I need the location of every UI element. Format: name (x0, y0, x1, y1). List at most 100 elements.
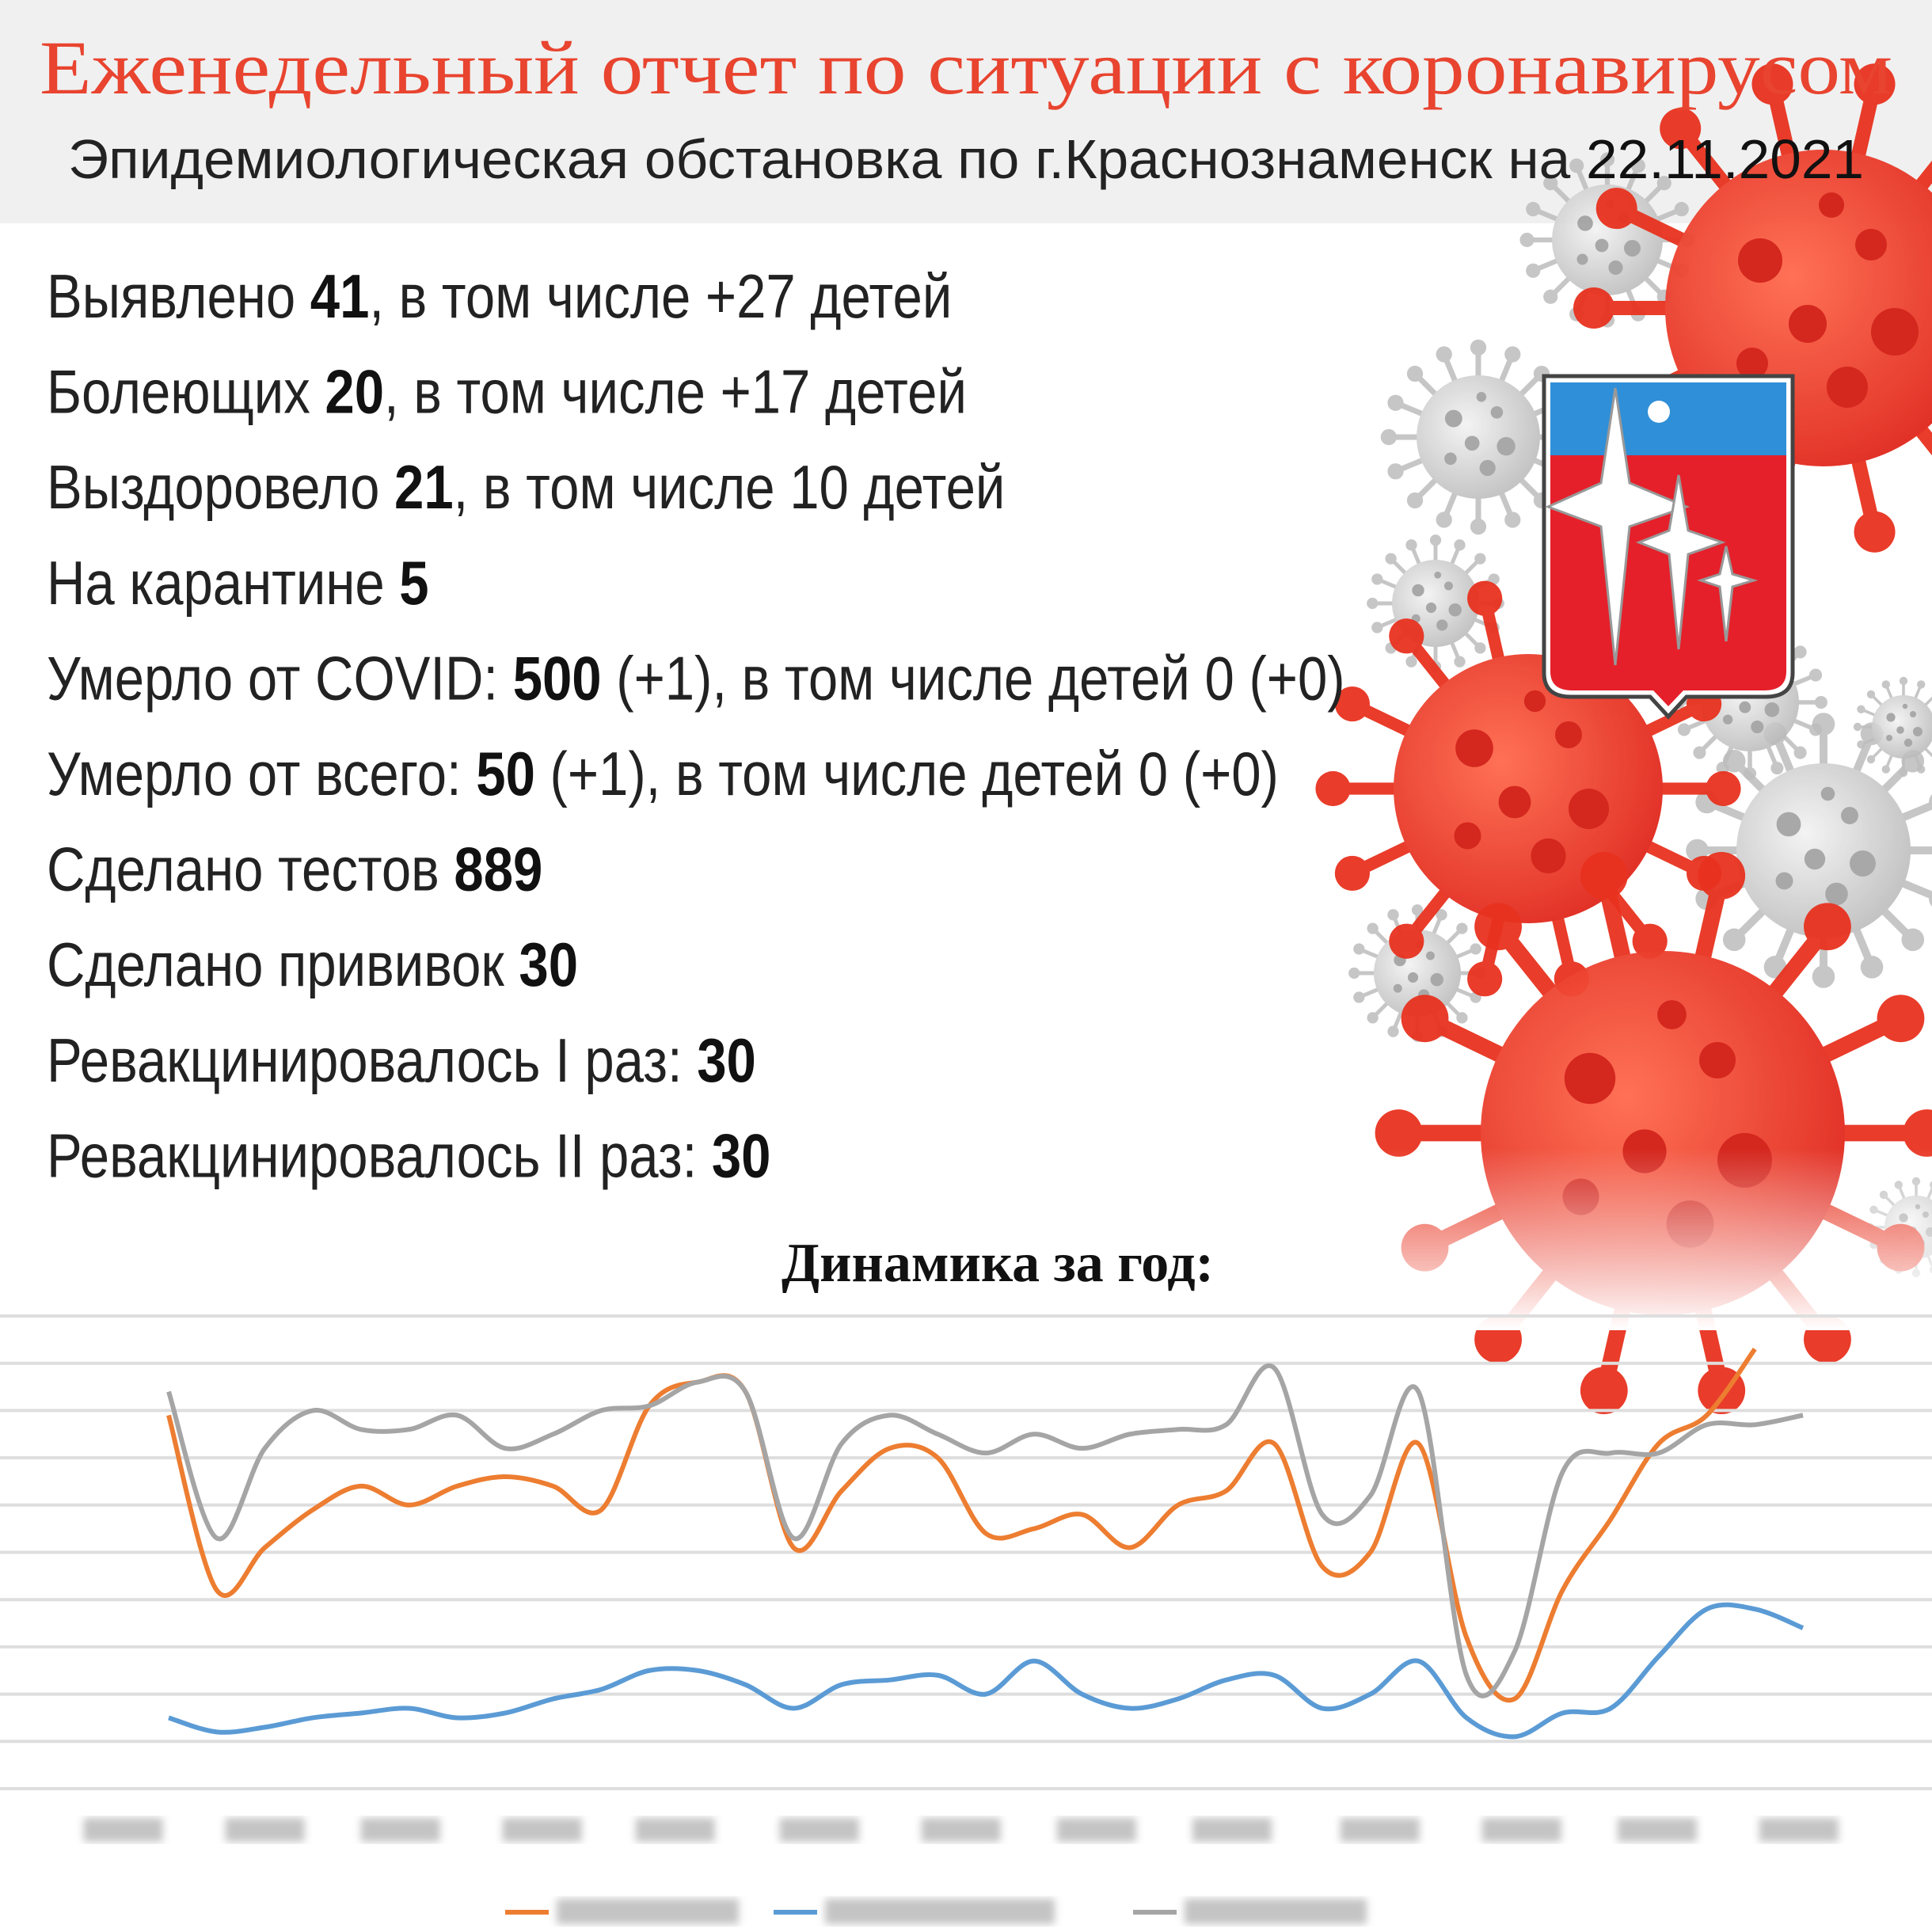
spike-tip (1474, 642, 1486, 654)
spike-tip (1630, 158, 1645, 173)
virus-spot (1479, 459, 1496, 477)
blurred-x-label (360, 1818, 440, 1842)
virus-spot (1436, 619, 1448, 631)
spike-tip (1411, 904, 1424, 916)
blurred-x-label (1056, 1818, 1136, 1842)
virus-spot (1426, 951, 1435, 960)
virus-body (1417, 375, 1540, 499)
virus-spot (1476, 392, 1487, 402)
virus-spot (1855, 229, 1887, 261)
stat-value: 20 (325, 358, 384, 427)
spike-tip (1866, 690, 1876, 699)
spike-tip (1543, 289, 1558, 304)
spike-tip (1853, 722, 1862, 732)
spike-tip (1387, 463, 1404, 480)
spike-tip (1371, 622, 1383, 633)
stat-line: На карантине 5 (47, 549, 429, 618)
spike-tip (1903, 1109, 1932, 1157)
blurred-x-label (635, 1818, 715, 1842)
stat-line: Выявлено 41, в том числе +27 детей (47, 262, 952, 331)
chart (0, 1314, 1932, 1924)
spike-tip (1677, 723, 1691, 736)
spike-tip (1519, 232, 1535, 248)
virus-spot (1820, 786, 1835, 801)
blurred-x-label (1481, 1818, 1561, 1842)
virus-spot (1841, 807, 1858, 824)
stat-line: Умерло от COVID: 500 (+1), в том числе д… (47, 645, 1345, 713)
stat-label: Умерло от всего: (47, 740, 476, 808)
date: 22.11.2021 (1586, 128, 1864, 190)
spike-tip (1436, 512, 1452, 528)
spike-tip (1401, 995, 1449, 1043)
spike-tip (1488, 573, 1500, 585)
spike-tip (1656, 176, 1671, 191)
virus-spot (1490, 406, 1504, 419)
spike-tip (1693, 746, 1706, 759)
spike-tip (1353, 991, 1365, 1003)
blurred-x-label (225, 1818, 305, 1842)
stat-rest: , в том числе +17 детей (384, 358, 967, 427)
spike-tip (1467, 580, 1503, 616)
virus-spot (1699, 1042, 1736, 1078)
virus-spot (1871, 308, 1919, 356)
spike-tip (1580, 851, 1628, 899)
virus-spot (1564, 1052, 1616, 1105)
stat-value: 5 (399, 549, 428, 618)
spike-tip (1877, 995, 1925, 1043)
blurred-legend-label (825, 1899, 1055, 1924)
spike-tip (1854, 63, 1896, 105)
spike-tip (1456, 922, 1468, 934)
stat-line: Болеющих 20, в том числе +17 детей (47, 358, 967, 427)
spike-tip (1504, 512, 1521, 528)
stat-value: 889 (454, 835, 542, 904)
virus-spot (1819, 192, 1844, 218)
virus-spot (1776, 812, 1801, 837)
blurred-x-label (502, 1818, 582, 1842)
spike-tip (1793, 645, 1807, 659)
stat-line: Сделано тестов 889 (47, 835, 542, 904)
spike-tip (1405, 656, 1417, 667)
spike-tip (1929, 794, 1932, 810)
stat-rest: (+1), в том числе детей 0 (+0) (602, 645, 1345, 713)
blurred-x-label (1192, 1818, 1272, 1842)
spike-tip (1526, 202, 1541, 217)
virus-spot (1751, 720, 1764, 734)
blurred-x-label (1340, 1818, 1420, 1842)
spike-tip (1857, 740, 1865, 749)
spike-tip (1474, 553, 1486, 565)
spike-tip (1580, 1367, 1628, 1415)
virus-spot (1789, 305, 1827, 343)
spike-tip (1632, 923, 1668, 959)
virus-spot (1455, 729, 1493, 767)
spike-tip (1348, 967, 1360, 979)
spike-tip (1812, 965, 1835, 988)
spike-tip (1380, 428, 1398, 446)
spike-tip (1899, 676, 1908, 686)
virus-spot (1555, 721, 1582, 748)
stat-value: 50 (476, 740, 535, 808)
stat-label: Ревакцинировалось I раз: (47, 1026, 697, 1095)
spike-tip (1367, 597, 1379, 610)
spike-tip (1808, 668, 1823, 682)
virus-spot (1903, 738, 1913, 747)
spike-tip (1698, 851, 1746, 899)
stat-line: Ревакцинировалось I раз: 30 (47, 1026, 756, 1095)
subtitle: Эпидемиологическая обстановка по г.Красн… (68, 128, 1864, 190)
virus-spot (1886, 713, 1896, 722)
spike-tip (1814, 695, 1827, 709)
spike-tip (1916, 765, 1926, 774)
blurred-x-label (83, 1818, 163, 1842)
spike-tip (1385, 553, 1397, 565)
spike-tip (1722, 928, 1746, 952)
spike-tip (1334, 855, 1371, 892)
spike-tip (1573, 287, 1614, 329)
virus-spot (1896, 726, 1904, 734)
spike-tip (1854, 511, 1896, 553)
virus-spot (1425, 602, 1437, 614)
virus-spot (1430, 973, 1443, 987)
spike-tip (1743, 766, 1757, 780)
series-line (168, 1602, 1805, 1740)
spike-tip (1454, 656, 1466, 667)
spike-tip (1474, 903, 1522, 951)
